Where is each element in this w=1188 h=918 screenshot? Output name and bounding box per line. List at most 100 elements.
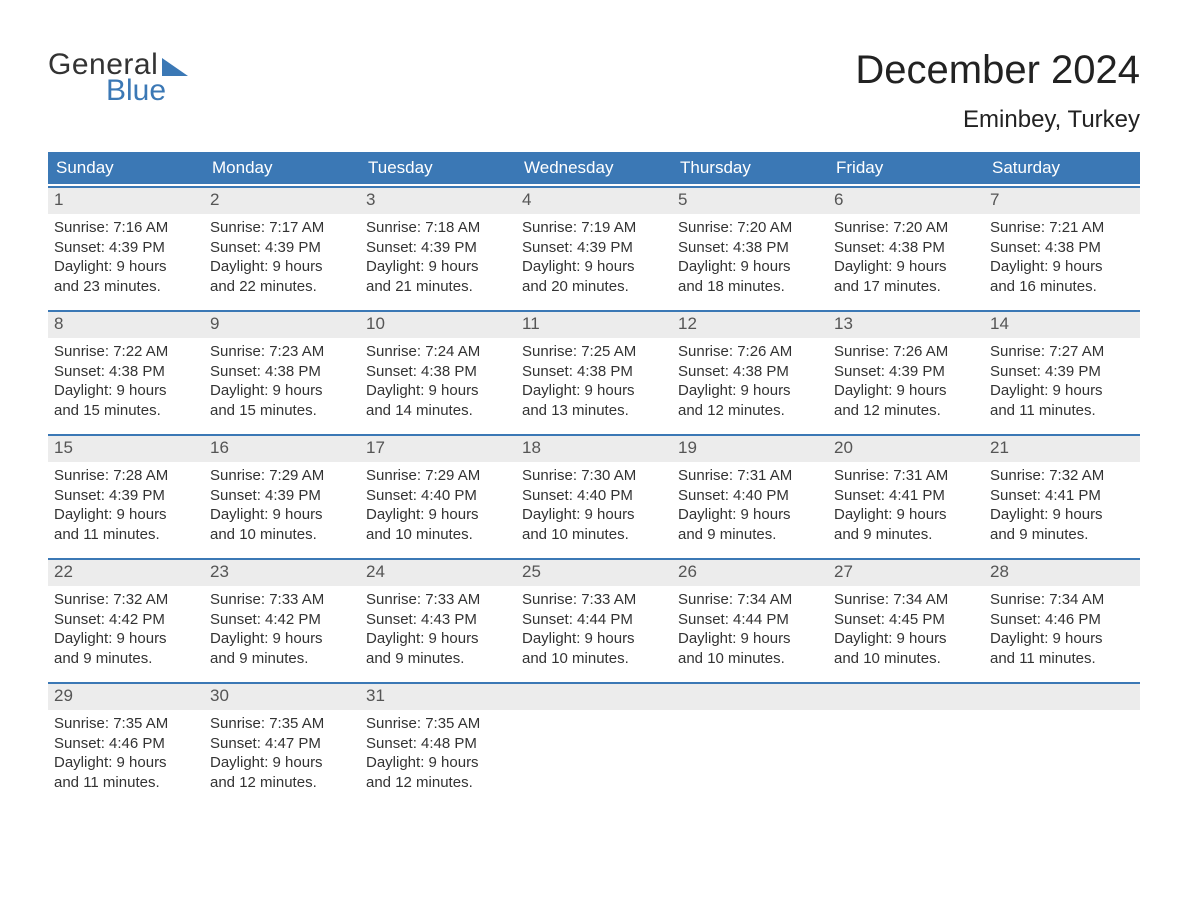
sunrise-line: Sunrise: 7:27 AM xyxy=(990,342,1134,362)
day-body: Sunrise: 7:29 AMSunset: 4:39 PMDaylight:… xyxy=(204,462,360,544)
daylight-line-2: and 14 minutes. xyxy=(366,401,510,421)
day-number: 17 xyxy=(360,436,516,462)
sunrise-line: Sunrise: 7:30 AM xyxy=(522,466,666,486)
sunrise-line: Sunrise: 7:35 AM xyxy=(54,714,198,734)
daylight-line-2: and 21 minutes. xyxy=(366,277,510,297)
triangle-icon xyxy=(162,58,188,76)
weekday-header: Monday xyxy=(204,152,360,184)
day-number: 18 xyxy=(516,436,672,462)
day-number xyxy=(984,684,1140,710)
day-number: 26 xyxy=(672,560,828,586)
day-body: Sunrise: 7:34 AMSunset: 4:46 PMDaylight:… xyxy=(984,586,1140,668)
week-row: 22Sunrise: 7:32 AMSunset: 4:42 PMDayligh… xyxy=(48,558,1140,676)
sunset-line: Sunset: 4:41 PM xyxy=(834,486,978,506)
day-number: 16 xyxy=(204,436,360,462)
day-body: Sunrise: 7:23 AMSunset: 4:38 PMDaylight:… xyxy=(204,338,360,420)
sunset-line: Sunset: 4:38 PM xyxy=(54,362,198,382)
daylight-line-2: and 9 minutes. xyxy=(54,649,198,669)
day-cell: 25Sunrise: 7:33 AMSunset: 4:44 PMDayligh… xyxy=(516,560,672,676)
day-body: Sunrise: 7:28 AMSunset: 4:39 PMDaylight:… xyxy=(48,462,204,544)
day-cell: 2Sunrise: 7:17 AMSunset: 4:39 PMDaylight… xyxy=(204,188,360,304)
daylight-line-1: Daylight: 9 hours xyxy=(366,381,510,401)
daylight-line-2: and 12 minutes. xyxy=(678,401,822,421)
daylight-line-1: Daylight: 9 hours xyxy=(678,381,822,401)
day-cell: 30Sunrise: 7:35 AMSunset: 4:47 PMDayligh… xyxy=(204,684,360,800)
daylight-line-2: and 11 minutes. xyxy=(990,649,1134,669)
day-cell: 29Sunrise: 7:35 AMSunset: 4:46 PMDayligh… xyxy=(48,684,204,800)
day-number: 3 xyxy=(360,188,516,214)
day-cell: 22Sunrise: 7:32 AMSunset: 4:42 PMDayligh… xyxy=(48,560,204,676)
daylight-line-1: Daylight: 9 hours xyxy=(834,505,978,525)
sunrise-line: Sunrise: 7:33 AM xyxy=(522,590,666,610)
sunset-line: Sunset: 4:39 PM xyxy=(834,362,978,382)
sunset-line: Sunset: 4:38 PM xyxy=(990,238,1134,258)
day-number: 14 xyxy=(984,312,1140,338)
day-number: 8 xyxy=(48,312,204,338)
daylight-line-1: Daylight: 9 hours xyxy=(210,381,354,401)
day-cell: 28Sunrise: 7:34 AMSunset: 4:46 PMDayligh… xyxy=(984,560,1140,676)
day-number xyxy=(828,684,984,710)
daylight-line-2: and 12 minutes. xyxy=(210,773,354,793)
daylight-line-2: and 10 minutes. xyxy=(678,649,822,669)
day-number: 28 xyxy=(984,560,1140,586)
daylight-line-1: Daylight: 9 hours xyxy=(210,505,354,525)
sunrise-line: Sunrise: 7:34 AM xyxy=(990,590,1134,610)
day-number: 27 xyxy=(828,560,984,586)
daylight-line-2: and 15 minutes. xyxy=(210,401,354,421)
day-cell: 4Sunrise: 7:19 AMSunset: 4:39 PMDaylight… xyxy=(516,188,672,304)
sunset-line: Sunset: 4:40 PM xyxy=(522,486,666,506)
sunset-line: Sunset: 4:43 PM xyxy=(366,610,510,630)
day-number: 19 xyxy=(672,436,828,462)
daylight-line-1: Daylight: 9 hours xyxy=(366,505,510,525)
day-cell: 3Sunrise: 7:18 AMSunset: 4:39 PMDaylight… xyxy=(360,188,516,304)
day-number: 10 xyxy=(360,312,516,338)
day-body: Sunrise: 7:25 AMSunset: 4:38 PMDaylight:… xyxy=(516,338,672,420)
day-number: 9 xyxy=(204,312,360,338)
day-cell: 24Sunrise: 7:33 AMSunset: 4:43 PMDayligh… xyxy=(360,560,516,676)
daylight-line-2: and 17 minutes. xyxy=(834,277,978,297)
day-cell: 14Sunrise: 7:27 AMSunset: 4:39 PMDayligh… xyxy=(984,312,1140,428)
day-body: Sunrise: 7:33 AMSunset: 4:44 PMDaylight:… xyxy=(516,586,672,668)
sunrise-line: Sunrise: 7:20 AM xyxy=(678,218,822,238)
daylight-line-1: Daylight: 9 hours xyxy=(990,257,1134,277)
sunrise-line: Sunrise: 7:16 AM xyxy=(54,218,198,238)
sunrise-line: Sunrise: 7:34 AM xyxy=(834,590,978,610)
day-cell: 1Sunrise: 7:16 AMSunset: 4:39 PMDaylight… xyxy=(48,188,204,304)
sunrise-line: Sunrise: 7:19 AM xyxy=(522,218,666,238)
daylight-line-2: and 11 minutes. xyxy=(54,525,198,545)
title-block: December 2024 Eminbey, Turkey xyxy=(855,50,1140,134)
day-number: 5 xyxy=(672,188,828,214)
sunrise-line: Sunrise: 7:21 AM xyxy=(990,218,1134,238)
sunset-line: Sunset: 4:38 PM xyxy=(522,362,666,382)
day-number: 20 xyxy=(828,436,984,462)
daylight-line-2: and 11 minutes. xyxy=(54,773,198,793)
sunset-line: Sunset: 4:46 PM xyxy=(54,734,198,754)
day-body: Sunrise: 7:31 AMSunset: 4:41 PMDaylight:… xyxy=(828,462,984,544)
day-cell: 11Sunrise: 7:25 AMSunset: 4:38 PMDayligh… xyxy=(516,312,672,428)
daylight-line-1: Daylight: 9 hours xyxy=(366,629,510,649)
day-body: Sunrise: 7:30 AMSunset: 4:40 PMDaylight:… xyxy=(516,462,672,544)
day-number: 30 xyxy=(204,684,360,710)
sunset-line: Sunset: 4:40 PM xyxy=(366,486,510,506)
daylight-line-1: Daylight: 9 hours xyxy=(678,257,822,277)
day-cell xyxy=(672,684,828,800)
day-number xyxy=(516,684,672,710)
sunrise-line: Sunrise: 7:34 AM xyxy=(678,590,822,610)
day-number: 12 xyxy=(672,312,828,338)
weekday-header-row: SundayMondayTuesdayWednesdayThursdayFrid… xyxy=(48,152,1140,184)
day-body: Sunrise: 7:26 AMSunset: 4:39 PMDaylight:… xyxy=(828,338,984,420)
daylight-line-2: and 13 minutes. xyxy=(522,401,666,421)
sunrise-line: Sunrise: 7:18 AM xyxy=(366,218,510,238)
sunset-line: Sunset: 4:39 PM xyxy=(366,238,510,258)
day-body: Sunrise: 7:20 AMSunset: 4:38 PMDaylight:… xyxy=(828,214,984,296)
sunset-line: Sunset: 4:39 PM xyxy=(522,238,666,258)
day-cell: 15Sunrise: 7:28 AMSunset: 4:39 PMDayligh… xyxy=(48,436,204,552)
daylight-line-2: and 9 minutes. xyxy=(366,649,510,669)
day-number: 15 xyxy=(48,436,204,462)
day-number: 7 xyxy=(984,188,1140,214)
sunset-line: Sunset: 4:39 PM xyxy=(210,486,354,506)
sunset-line: Sunset: 4:38 PM xyxy=(834,238,978,258)
day-body: Sunrise: 7:34 AMSunset: 4:45 PMDaylight:… xyxy=(828,586,984,668)
daylight-line-2: and 10 minutes. xyxy=(834,649,978,669)
day-cell: 31Sunrise: 7:35 AMSunset: 4:48 PMDayligh… xyxy=(360,684,516,800)
